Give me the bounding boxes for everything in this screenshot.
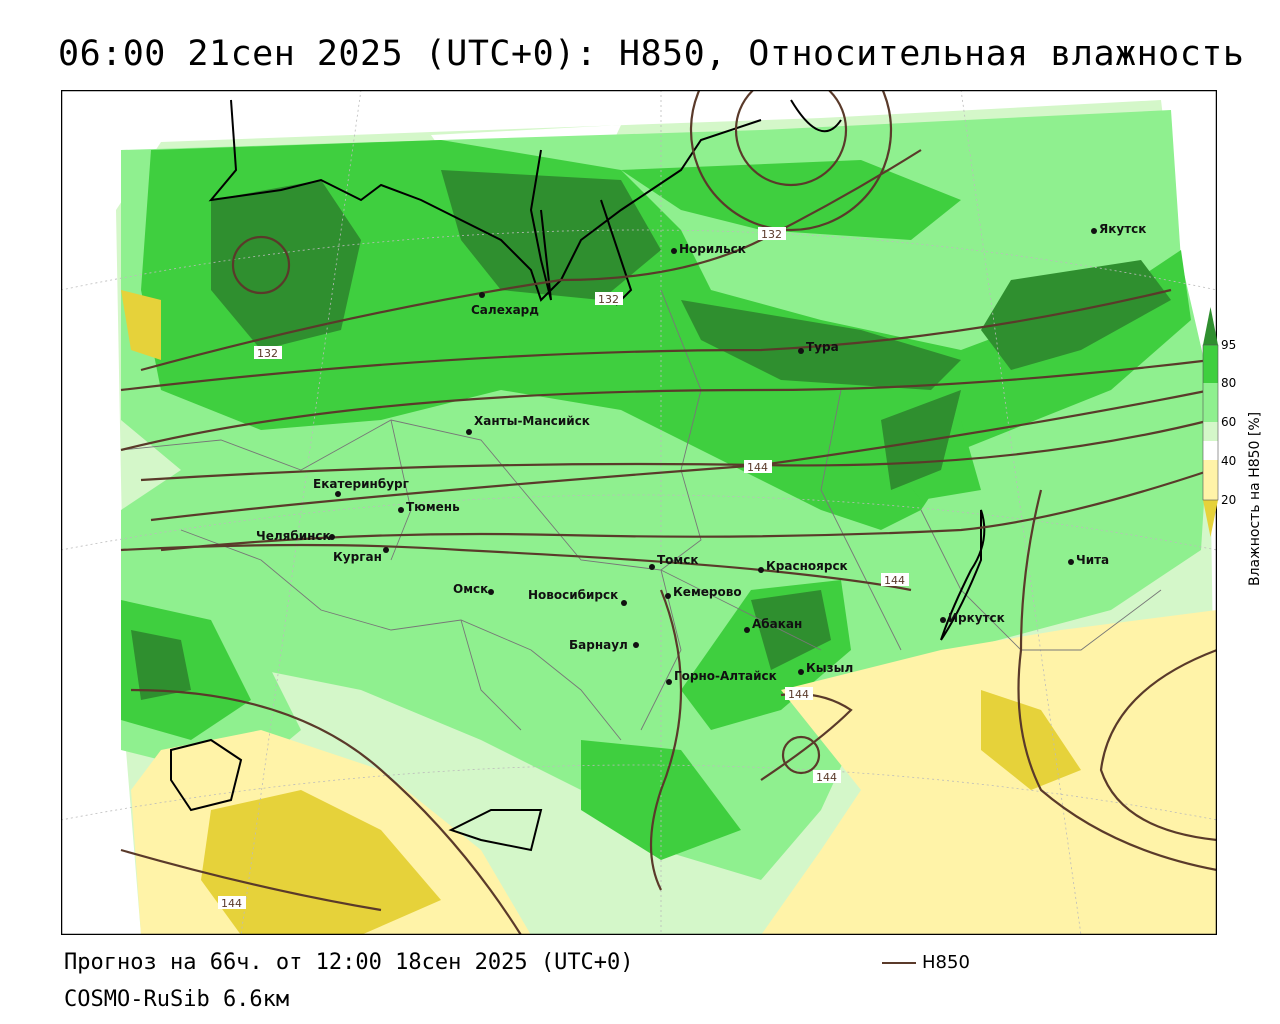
city-dot — [488, 589, 494, 595]
map-title: 06:00 21сен 2025 (UTC+0): H850, Относите… — [58, 34, 1245, 74]
city-dot — [798, 348, 804, 354]
city-dot — [335, 491, 341, 497]
h850-contour-ring — [734, 90, 848, 187]
forecast-info: Прогноз на 66ч. от 12:00 18сен 2025 (UTC… — [64, 950, 634, 975]
city-dot — [649, 564, 655, 570]
colorbar-over-95 — [1203, 307, 1218, 345]
svg-text:Влажность на H850 [%]: Влажность на H850 [%] — [1247, 412, 1263, 586]
h850-contour-ring — [231, 235, 291, 295]
city-dot — [398, 507, 404, 513]
svg-text:132: 132 — [257, 347, 278, 360]
colorbar-60-80 — [1203, 383, 1218, 422]
svg-text:132: 132 — [598, 293, 619, 306]
coastline — [170, 99, 986, 852]
dry-20-area — [121, 290, 161, 360]
humidity-95-area — [881, 390, 961, 490]
dry-40-area — [761, 610, 1217, 935]
svg-text:144: 144 — [788, 688, 809, 701]
colorbar-under-20 — [1203, 500, 1218, 537]
city-label: Екатеринбург — [313, 477, 409, 491]
city-dot — [665, 593, 671, 599]
dry-20-area — [201, 790, 441, 935]
city-dot — [466, 429, 472, 435]
colorbar-tick: 40 — [1221, 454, 1236, 468]
city-dot — [621, 600, 627, 606]
city-label: Салехард — [471, 303, 539, 317]
city-label: Тура — [806, 340, 839, 354]
city-label: Ханты-Мансийск — [474, 414, 590, 428]
city-dot — [633, 642, 639, 648]
city-label: Новосибирск — [528, 588, 618, 602]
city-label: Челябинск — [256, 529, 331, 543]
colorbar-tick: 20 — [1221, 493, 1236, 507]
city-dot — [479, 292, 485, 298]
h850-contour-ring — [781, 735, 821, 775]
colorbar-tick: 80 — [1221, 376, 1236, 390]
humidity-95-area — [441, 170, 661, 300]
city-label: Томск — [657, 553, 699, 567]
city-dot — [1091, 228, 1097, 234]
svg-text:144: 144 — [884, 574, 905, 587]
colorbar-50-60 — [1203, 422, 1218, 441]
humidity-80-area — [621, 160, 961, 240]
svg-text:144: 144 — [816, 771, 837, 784]
contour-legend-label: H850 — [922, 952, 970, 973]
city-label: Тюмень — [406, 500, 460, 514]
city-dot — [758, 567, 764, 573]
svg-text:144: 144 — [221, 897, 242, 910]
contour-legend-line — [882, 961, 916, 964]
city-label: Барнаул — [569, 638, 628, 652]
city-dot — [798, 669, 804, 675]
city-dot — [940, 617, 946, 623]
humidity-95-area — [211, 180, 361, 350]
city-label: Иркутск — [948, 611, 1005, 625]
city-label: Курган — [333, 550, 382, 564]
h850-contour-ring — [689, 90, 893, 232]
colorbar-tick: 95 — [1221, 338, 1236, 352]
city-label: Омск — [453, 582, 488, 596]
colorbar-40-50 — [1203, 441, 1218, 460]
colorbar-title: Влажность на H850 [%] — [1247, 412, 1263, 586]
city-label: Горно-Алтайск — [674, 669, 777, 683]
humidity-95-area — [681, 300, 961, 390]
city-dot — [329, 534, 335, 540]
humidity-95-area — [981, 260, 1171, 370]
humidity-95-area — [751, 590, 831, 670]
humidity-95-area — [131, 630, 191, 700]
city-label: Кызыл — [806, 661, 853, 675]
svg-text:144: 144 — [747, 461, 768, 474]
humidity-colorbar: 95 80 60 40 20 — [1202, 307, 1236, 537]
humidity-map: 132 132 132 144 144 144 144 144 Норильск… — [61, 90, 1217, 935]
graticule — [61, 90, 1217, 935]
colorbar-80-95 — [1203, 345, 1218, 383]
city-dot — [666, 679, 672, 685]
city-label: Абакан — [752, 617, 802, 631]
city-label: Кемерово — [673, 585, 742, 599]
city-label: Красноярск — [766, 559, 848, 573]
city-label: Якутск — [1099, 222, 1146, 236]
city-label: Чита — [1076, 553, 1109, 567]
city-markers: Норильск Якутск Салехард Тура Ханты-Манс… — [256, 222, 1146, 685]
colorbar-20-40 — [1203, 460, 1218, 500]
contour-label: 132 132 132 144 144 144 144 144 — [218, 227, 909, 910]
city-dot — [383, 547, 389, 553]
colorbar-tick: 60 — [1221, 415, 1236, 429]
city-dot — [1068, 559, 1074, 565]
city-label: Норильск — [679, 242, 746, 256]
model-info: COSMO-RuSib 6.6км — [64, 987, 290, 1012]
city-dot — [671, 248, 677, 254]
dry-20-area — [981, 690, 1081, 790]
city-dot — [744, 627, 750, 633]
svg-text:132: 132 — [761, 228, 782, 241]
contour-legend: H850 — [882, 952, 970, 973]
